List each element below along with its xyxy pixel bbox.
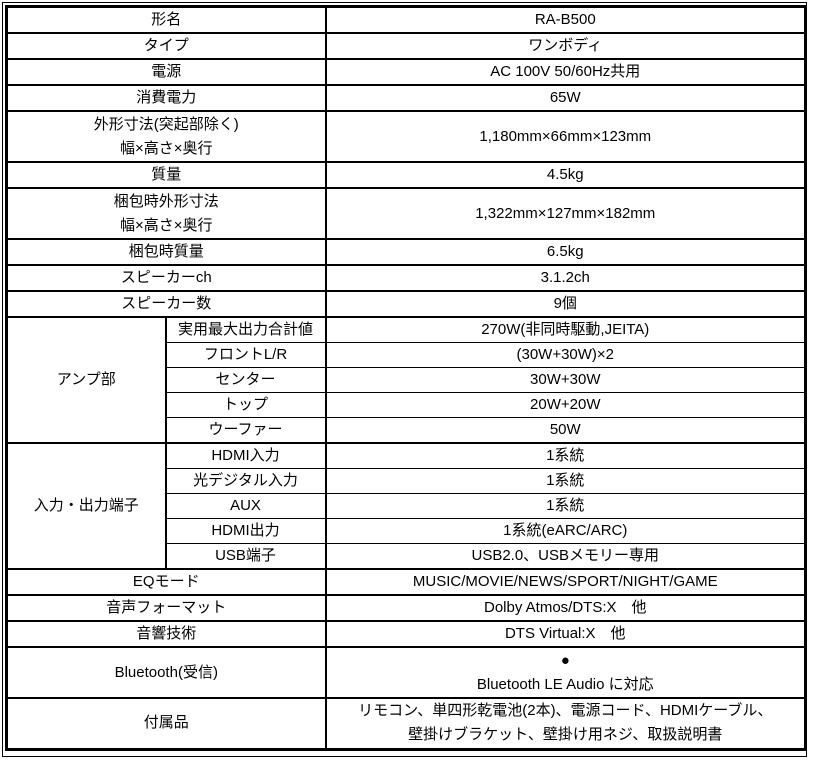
spec-label-eq-mode: EQモード — [5, 568, 327, 596]
table-row: AUX 1系統 — [7, 493, 807, 519]
table-row: ウーファー 50W — [7, 417, 807, 444]
table-row: 梱包時外形寸法 幅×高さ×奥行 1,322mm×127mm×182mm — [5, 187, 807, 240]
table-row: タイプ ワンボディ — [5, 32, 807, 60]
table-row: 音響技術 DTS Virtual:X 他 — [5, 620, 807, 648]
table-row: 消費電力 65W — [5, 84, 807, 112]
spec-value-woofer: 50W — [324, 417, 807, 444]
spec-label-weight: 質量 — [5, 161, 327, 189]
spec-label-center: センター — [164, 367, 327, 393]
spec-label-speaker-channels: スピーカーch — [5, 264, 327, 292]
spec-value-power-consumption: 65W — [324, 84, 807, 112]
spec-value-dimensions: 1,180mm×66mm×123mm — [324, 110, 807, 163]
table-row: 梱包時質量 6.5kg — [5, 238, 807, 266]
spec-value-max-output: 270W(非同時駆動,JEITA) — [324, 316, 807, 343]
spec-value-hdmi-input: 1系統 — [324, 442, 807, 469]
spec-label-woofer: ウーファー — [164, 417, 327, 444]
table-row: Bluetooth(受信) ● Bluetooth LE Audio に対応 — [5, 646, 807, 699]
spec-value-speaker-channels: 3.1.2ch — [324, 264, 807, 292]
table-row: 質量 4.5kg — [5, 161, 807, 189]
spec-value-packed-dimensions: 1,322mm×127mm×182mm — [324, 187, 807, 240]
spec-value-model: RA-B500 — [324, 5, 807, 34]
spec-value-power-supply: AC 100V 50/60Hz共用 — [324, 58, 807, 86]
spec-label-aux: AUX — [164, 493, 327, 519]
spec-label-optical-input: 光デジタル入力 — [164, 468, 327, 494]
spec-value-top-speaker: 20W+20W — [324, 392, 807, 418]
spec-label-packed-weight: 梱包時質量 — [5, 238, 327, 266]
spec-value-sound-technology: DTS Virtual:X 他 — [324, 620, 807, 648]
spec-value-weight: 4.5kg — [324, 161, 807, 189]
table-row: 入力・出力端子 HDMI入力 1系統 — [5, 442, 807, 570]
table-row: スピーカーch 3.1.2ch — [5, 264, 807, 292]
spec-label-sound-technology: 音響技術 — [5, 620, 327, 648]
spec-value-center: 30W+30W — [324, 367, 807, 393]
spec-table: 形名 RA-B500 タイプ ワンボディ 電源 AC 100V 50/60Hz共… — [5, 5, 808, 751]
spec-value-accessories: リモコン、単四形乾電池(2本)、電源コード、HDMIケーブル、 壁掛けブラケット… — [324, 697, 807, 750]
spec-label-speaker-count: スピーカー数 — [5, 290, 327, 318]
spec-value-speaker-count: 9個 — [324, 290, 807, 318]
spec-label-packed-dimensions: 梱包時外形寸法 幅×高さ×奥行 — [5, 187, 327, 240]
table-row: フロントL/R (30W+30W)×2 — [7, 342, 807, 368]
spec-label-usb-terminal: USB端子 — [164, 543, 327, 570]
table-row: 光デジタル入力 1系統 — [7, 468, 807, 494]
table-row: スピーカー数 9個 — [5, 290, 807, 318]
spec-value-type: ワンボディ — [324, 32, 807, 60]
spec-label-model: 形名 — [5, 5, 327, 34]
table-row: 音声フォーマット Dolby Atmos/DTS:X 他 — [5, 594, 807, 622]
spec-value-front-lr: (30W+30W)×2 — [324, 342, 807, 368]
spec-label-top-speaker: トップ — [164, 392, 327, 418]
spec-label-audio-format: 音声フォーマット — [5, 594, 327, 622]
table-row: センター 30W+30W — [7, 367, 807, 393]
spec-value-audio-format: Dolby Atmos/DTS:X 他 — [324, 594, 807, 622]
spec-label-power-supply: 電源 — [5, 58, 327, 86]
spec-label-hdmi-input: HDMI入力 — [164, 442, 327, 469]
spec-label-type: タイプ — [5, 32, 327, 60]
table-row: EQモード MUSIC/MOVIE/NEWS/SPORT/NIGHT/GAME — [5, 568, 807, 596]
spec-label-max-output: 実用最大出力合計値 — [164, 316, 327, 343]
table-row: トップ 20W+20W — [7, 392, 807, 418]
spec-value-eq-mode: MUSIC/MOVIE/NEWS/SPORT/NIGHT/GAME — [324, 568, 807, 596]
spec-label-dimensions: 外形寸法(突起部除く) 幅×高さ×奥行 — [5, 110, 327, 163]
spec-value-usb-terminal: USB2.0、USBメモリー専用 — [324, 543, 807, 570]
table-row: 形名 RA-B500 — [5, 5, 807, 34]
table-row: 外形寸法(突起部除く) 幅×高さ×奥行 1,180mm×66mm×123mm — [5, 110, 807, 163]
spec-label-bluetooth: Bluetooth(受信) — [5, 646, 327, 699]
group-label-io-terminals: 入力・出力端子 — [5, 442, 167, 570]
spec-label-front-lr: フロントL/R — [164, 342, 327, 368]
spec-value-packed-weight: 6.5kg — [324, 238, 807, 266]
table-row: HDMI出力 1系統(eARC/ARC) — [7, 518, 807, 544]
table-row: アンプ部 実用最大出力合計値 270W(非同時駆動,JEITA) — [5, 316, 807, 444]
spec-value-optical-input: 1系統 — [324, 468, 807, 494]
spec-value-hdmi-output: 1系統(eARC/ARC) — [324, 518, 807, 544]
table-row: 付属品 リモコン、単四形乾電池(2本)、電源コード、HDMIケーブル、 壁掛けブ… — [5, 697, 807, 750]
spec-label-accessories: 付属品 — [5, 697, 327, 750]
table-row: USB端子 USB2.0、USBメモリー専用 — [7, 543, 807, 570]
spec-label-hdmi-output: HDMI出力 — [164, 518, 327, 544]
spec-value-bluetooth: ● Bluetooth LE Audio に対応 — [324, 646, 807, 699]
table-row: 電源 AC 100V 50/60Hz共用 — [5, 58, 807, 86]
spec-value-aux: 1系統 — [324, 493, 807, 519]
spec-label-power-consumption: 消費電力 — [5, 84, 327, 112]
group-label-amplifier: アンプ部 — [5, 316, 167, 444]
